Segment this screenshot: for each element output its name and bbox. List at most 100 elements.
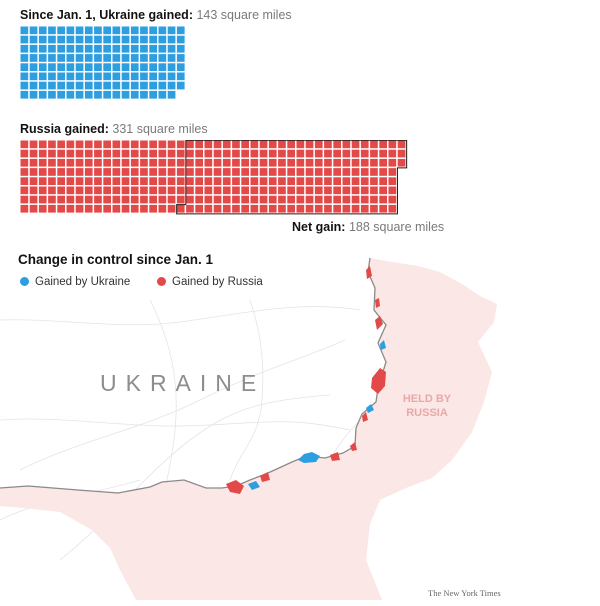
waffle-square <box>213 168 222 176</box>
waffle-square <box>360 204 369 213</box>
waffle-square <box>259 195 268 204</box>
waffle-square <box>167 63 176 71</box>
waffle-square <box>167 140 176 149</box>
waffle-square <box>48 90 56 99</box>
waffle-square <box>48 44 56 53</box>
waffle-square <box>57 26 65 35</box>
waffle-square <box>130 35 139 44</box>
waffle-square <box>94 168 102 176</box>
waffle-square <box>268 140 277 149</box>
waffle-square <box>360 195 369 204</box>
waffle-square <box>121 149 130 158</box>
waffle-square <box>130 186 139 195</box>
waffle-square <box>121 195 130 204</box>
waffle-square <box>140 72 148 81</box>
russia-gain-area <box>350 442 357 451</box>
waffle-square <box>20 168 29 176</box>
waffle-square <box>38 177 47 185</box>
waffle-square <box>296 168 305 176</box>
waffle-square <box>278 204 286 213</box>
waffle-square <box>112 54 121 62</box>
waffle-square <box>324 158 332 167</box>
waffle-square <box>75 195 84 204</box>
waffle-square <box>333 168 341 176</box>
waffle-square <box>333 186 341 195</box>
waffle-square <box>75 149 84 158</box>
waffle-square <box>130 54 139 62</box>
waffle-square <box>213 186 222 195</box>
waffle-square <box>388 177 397 185</box>
waffle-square <box>333 149 341 158</box>
waffle-square <box>186 158 194 167</box>
russia-gain-header: Russia gained: 331 square miles <box>20 122 208 136</box>
russia-gain-area <box>375 298 380 308</box>
waffle-square <box>140 90 148 99</box>
waffle-square <box>241 149 249 158</box>
waffle-square <box>370 140 378 149</box>
waffle-square <box>84 72 93 81</box>
waffle-square <box>66 35 75 44</box>
waffle-square <box>287 158 295 167</box>
waffle-square <box>84 90 93 99</box>
waffle-square <box>213 195 222 204</box>
waffle-square <box>103 90 111 99</box>
waffle-square <box>20 195 29 204</box>
waffle-square <box>204 195 213 204</box>
waffle-square <box>48 63 56 71</box>
waffle-square <box>140 186 148 195</box>
legend-gained-by-ukraine: Gained by Ukraine <box>20 276 130 288</box>
waffle-square <box>57 63 65 71</box>
waffle-square <box>94 26 102 35</box>
waffle-square <box>103 149 111 158</box>
waffle-square <box>130 149 139 158</box>
waffle-square <box>333 177 341 185</box>
waffle-square <box>158 140 167 149</box>
waffle-square <box>278 177 286 185</box>
waffle-square <box>176 63 185 71</box>
waffle-square <box>29 63 38 71</box>
waffle-square <box>176 195 185 204</box>
waffle-square <box>305 168 314 176</box>
waffle-square <box>176 177 185 185</box>
waffle-square <box>84 149 93 158</box>
waffle-square <box>29 54 38 62</box>
waffle-square <box>103 140 111 149</box>
waffle-square <box>66 54 75 62</box>
waffle-square <box>296 149 305 158</box>
waffle-square <box>38 63 47 71</box>
waffle-square <box>75 72 84 81</box>
waffle-square <box>149 90 157 99</box>
waffle-square <box>66 81 75 90</box>
waffle-square <box>20 81 29 90</box>
waffle-square <box>121 72 130 81</box>
waffle-square <box>167 149 176 158</box>
waffle-square <box>84 63 93 71</box>
waffle-square <box>333 140 341 149</box>
waffle-square <box>250 140 259 149</box>
waffle-square <box>195 168 203 176</box>
waffle-square <box>167 72 176 81</box>
waffle-square <box>250 149 259 158</box>
waffle-square <box>121 158 130 167</box>
waffle-square <box>38 54 47 62</box>
waffle-square <box>38 26 47 35</box>
waffle-square <box>158 149 167 158</box>
waffle-square <box>176 140 185 149</box>
waffle-square <box>29 186 38 195</box>
waffle-square <box>94 63 102 71</box>
waffle-square <box>140 35 148 44</box>
waffle-square <box>84 35 93 44</box>
waffle-square <box>204 186 213 195</box>
waffle-square <box>259 168 268 176</box>
waffle-square <box>379 149 387 158</box>
waffle-square <box>351 186 360 195</box>
waffle-square <box>158 44 167 53</box>
waffle-square <box>305 158 314 167</box>
waffle-square <box>342 168 351 176</box>
waffle-square <box>259 140 268 149</box>
waffle-square <box>38 140 47 149</box>
waffle-square <box>29 81 38 90</box>
waffle-square <box>342 195 351 204</box>
waffle-square <box>167 54 176 62</box>
ukraine-gain-area <box>248 481 260 490</box>
